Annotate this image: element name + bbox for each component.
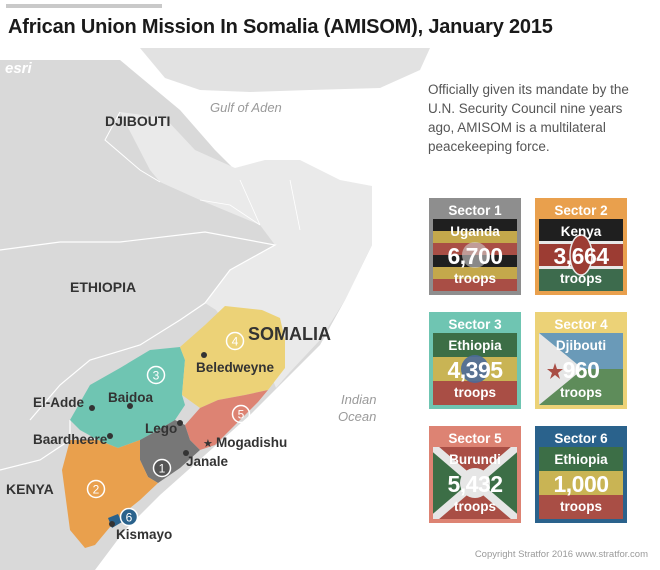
flag-burundi-icon	[433, 447, 517, 519]
sector-card-5: Sector 5 Burundi 5,432 troops	[429, 426, 521, 523]
sector-card-country: Ethiopia	[554, 452, 608, 467]
top-accent-bar	[6, 4, 162, 8]
city-janale: Janale	[186, 454, 229, 469]
city-kismayo: Kismayo	[116, 527, 172, 542]
city-dot-baidoa	[127, 403, 133, 409]
label-djibouti: DJIBOUTI	[105, 113, 170, 129]
sector-marker-3: 3	[146, 365, 166, 385]
svg-text:2: 2	[93, 483, 100, 497]
sector-card-header: Sector 2	[539, 202, 623, 219]
city-dot-janale	[183, 450, 189, 456]
city-dot-beledweyne	[201, 352, 207, 358]
sector-card-6: Sector 6 Ethiopia 1,000 troops	[535, 426, 627, 523]
sector-card-4: Sector 4 Djibouti 960 troops	[535, 312, 627, 409]
label-gulf-of-aden: Gulf of Aden	[210, 100, 282, 115]
border-ethiopia	[0, 231, 277, 421]
label-indian-ocean-2: Ocean	[338, 409, 376, 424]
sector-card-2: Sector 2 Kenya 3,664 troops	[535, 198, 627, 295]
sector-marker-1: 1	[152, 458, 172, 478]
page-title: African Union Mission In Somalia (AMISOM…	[8, 16, 553, 38]
sector-marker-5: 5	[231, 404, 251, 424]
esri-logo: POWERED BY esri	[5, 56, 44, 77]
sector-card-unit: troops	[560, 499, 602, 514]
city-baidoa: Baidoa	[108, 390, 154, 405]
sector-card-troops: 1,000	[553, 471, 609, 497]
sector-marker-2: 2	[86, 479, 106, 499]
flag-djibouti-icon	[539, 333, 623, 405]
city-baardheere: Baardheere	[33, 432, 108, 447]
land-somalia	[120, 112, 372, 388]
city-el-adde: El-Adde	[33, 395, 84, 410]
land-arabia	[140, 48, 430, 92]
sector-card-header: Sector 6	[539, 430, 623, 447]
sector-card-unit: troops	[454, 499, 496, 514]
svg-text:5: 5	[238, 408, 245, 422]
city-dot-kismayo	[109, 521, 115, 527]
sector-marker-6: 6	[119, 507, 139, 527]
city-lego: Lego	[145, 421, 177, 436]
map-canvas: Gulf of Aden DJIBOUTI ETHIOPIA SOMALIA K…	[0, 48, 430, 570]
sector-card-troops: 960	[562, 357, 600, 383]
flag-uganda-icon	[433, 219, 517, 291]
sector-card-country: Burundi	[449, 452, 501, 467]
svg-text:6: 6	[126, 511, 133, 525]
sector-card-country: Ethiopia	[448, 338, 502, 353]
sector-card-header: Sector 5	[433, 430, 517, 447]
sector-2-area	[62, 440, 158, 548]
border-kenya	[0, 420, 71, 471]
sector-card-country: Djibouti	[555, 338, 607, 353]
flag-kenya-icon	[539, 219, 623, 291]
flag-ethiopia-icon	[433, 333, 517, 405]
border-somaliland	[199, 179, 301, 231]
sector-card-3: Sector 3 Ethiopia 4,395 troops	[429, 312, 521, 409]
sector-5-area	[185, 390, 268, 450]
label-indian-ocean-1: Indian	[341, 392, 376, 407]
sector-card-header: Sector 4	[539, 316, 623, 333]
label-somalia: SOMALIA	[248, 324, 331, 344]
sector-card-troops: 6,700	[447, 243, 503, 269]
sector-card-unit: troops	[454, 271, 496, 286]
flag-ethiopia-icon	[539, 447, 623, 519]
city-mogadishu: Mogadishu	[216, 435, 287, 450]
sector-card-country: Uganda	[450, 224, 500, 239]
sector-card-unit: troops	[560, 271, 602, 286]
copyright-credit: Copyright Stratfor 2016 www.stratfor.com	[474, 549, 648, 560]
sector-3-area	[70, 347, 185, 448]
sector-4-area	[180, 306, 285, 408]
sector-card-troops: 5,432	[447, 471, 503, 497]
sector-card-header: Sector 3	[433, 316, 517, 333]
city-dot-lego	[177, 420, 183, 426]
label-ethiopia: ETHIOPIA	[70, 279, 136, 295]
svg-text:1: 1	[159, 462, 166, 476]
sector-card-country: Kenya	[560, 224, 602, 239]
svg-text:3: 3	[153, 369, 160, 383]
city-dot-el-adde	[89, 405, 95, 411]
sector-card-troops: 4,395	[447, 357, 503, 383]
sector-card-header: Sector 1	[433, 202, 517, 219]
svg-text:4: 4	[232, 335, 239, 349]
capital-star-icon: ★	[203, 437, 213, 450]
city-beledweyne: Beledweyne	[196, 360, 275, 375]
city-dot-baardheere	[107, 433, 113, 439]
sector-card-unit: troops	[454, 385, 496, 400]
sector-card-1: Sector 1 Uganda 6,700 troops	[429, 198, 521, 295]
label-kenya: KENYA	[6, 481, 54, 497]
intro-text: Officially given its mandate by the U.N.…	[428, 82, 629, 154]
sector-card-troops: 3,664	[553, 243, 609, 269]
sector-marker-4: 4	[225, 331, 245, 351]
border-djibouti	[104, 111, 161, 183]
sector-card-unit: troops	[560, 385, 602, 400]
